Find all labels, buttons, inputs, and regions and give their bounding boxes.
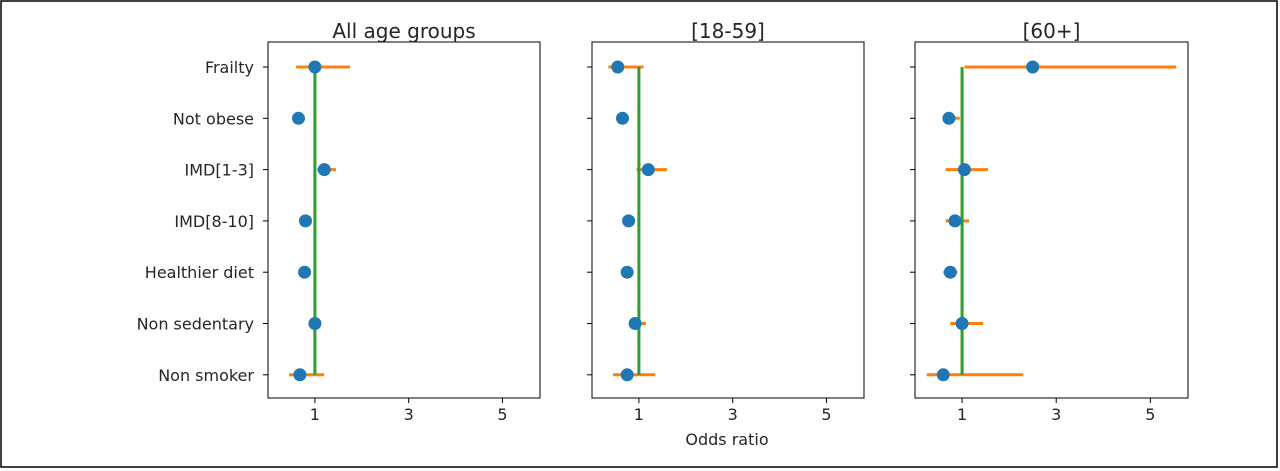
panel-title: [60+]	[1023, 19, 1081, 43]
odds-ratio-point	[308, 60, 322, 74]
x-tick-label: 5	[821, 405, 831, 424]
odds-ratio-point	[942, 111, 956, 125]
panel-2: [18-59] 1 3 5	[587, 19, 865, 424]
odds-ratio-point	[317, 163, 331, 177]
odds-ratio-point	[615, 111, 629, 125]
panels: All age groups 1 3 5 Frailty Not obese IMD[1-3…	[137, 19, 1189, 424]
odds-ratio-point	[641, 163, 655, 177]
axes-frame	[591, 41, 865, 399]
x-tick-label: 3	[728, 405, 738, 424]
x-tick-label: 1	[957, 405, 967, 424]
odds-ratio-point	[936, 368, 950, 382]
panel-1: All age groups 1 3 5 Frailty Not obese IMD[1-3…	[137, 19, 541, 424]
odds-ratio-point	[620, 368, 634, 382]
odds-ratio-point	[299, 214, 313, 228]
odds-ratio-point	[628, 317, 642, 330]
odds-ratio-point	[293, 368, 307, 382]
odds-ratio-point	[291, 111, 305, 125]
odds-ratio-point	[957, 163, 971, 177]
y-tick-label: IMD[1-3]	[185, 161, 254, 180]
x-tick-label: 3	[404, 405, 414, 424]
axes-frame	[267, 41, 541, 399]
odds-ratio-point	[308, 317, 322, 330]
y-tick-label: Non sedentary	[137, 315, 254, 334]
odds-ratio-point	[948, 214, 962, 228]
x-tick-label: 5	[497, 405, 507, 424]
y-tick-label: Healthier diet	[145, 263, 254, 282]
y-tick-label: Not obese	[173, 109, 254, 128]
panel-title: [18-59]	[691, 19, 765, 43]
odds-ratio-point	[298, 265, 312, 279]
x-axis-label: Odds ratio	[685, 430, 768, 449]
odds-ratio-point	[943, 265, 957, 279]
odds-ratio-point	[955, 317, 969, 330]
odds-ratio-point	[611, 60, 625, 74]
odds-ratio-point	[1026, 60, 1040, 74]
x-tick-label: 1	[310, 405, 320, 424]
odds-ratio-point	[620, 265, 634, 279]
x-tick-label: 3	[1051, 405, 1061, 424]
y-tick-label: IMD[8-10]	[174, 212, 254, 231]
y-tick-label: Non smoker	[158, 366, 254, 385]
x-tick-label: 5	[1145, 405, 1155, 424]
odds-ratio-point	[622, 214, 636, 228]
y-tick-label: Frailty	[205, 58, 254, 77]
x-tick-label: 1	[634, 405, 644, 424]
panel-title: All age groups	[332, 19, 475, 43]
axes-frame	[914, 41, 1189, 399]
panel-3: [60+] 1 3 5	[910, 19, 1189, 424]
